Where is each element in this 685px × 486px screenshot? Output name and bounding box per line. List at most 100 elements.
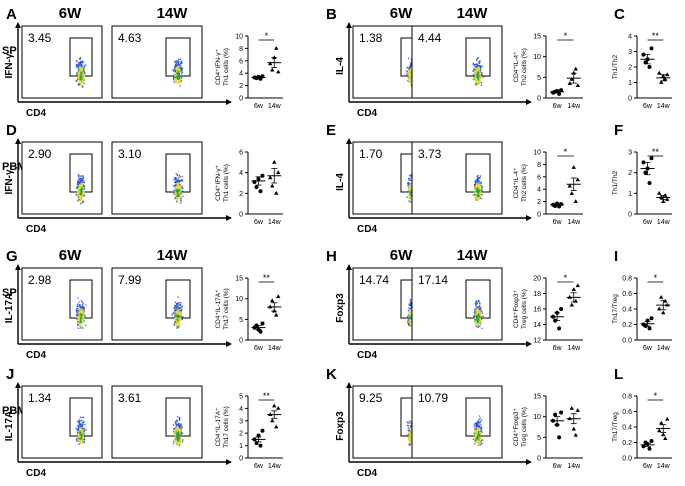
x-tick-label: 14w: [657, 219, 671, 226]
data-point-14w: [665, 197, 670, 201]
y-axis-label: Th17 cells (%): [223, 288, 230, 330]
cell-event: [81, 317, 85, 321]
panel-letter: E: [326, 122, 336, 139]
cell-event: [75, 186, 78, 189]
cell-event: [77, 323, 79, 326]
cell-event: [480, 197, 483, 200]
cell-event: [475, 427, 477, 430]
y-tick-label: 5: [239, 394, 243, 401]
cell-event: [174, 321, 176, 323]
arrowhead: [226, 215, 232, 221]
cell-event: [84, 324, 87, 327]
cell-event: [408, 67, 411, 69]
cell-event: [477, 178, 479, 180]
data-point-6w: [647, 65, 652, 69]
y-tick-label: 0: [537, 212, 541, 219]
cell-event: [176, 304, 179, 306]
cell-event: [179, 65, 182, 67]
cell-event: [79, 196, 83, 200]
cell-event: [477, 318, 480, 322]
cell-event: [474, 69, 478, 73]
y-tick-label: 0.6: [622, 409, 632, 416]
data-point-14w: [571, 287, 576, 292]
cell-event: [76, 420, 79, 423]
group-header-6w: 6W: [59, 247, 82, 264]
panel-letter: D: [6, 122, 17, 139]
y-tick-label: 1: [628, 191, 632, 198]
cell-event: [480, 427, 482, 429]
cell-event: [75, 60, 78, 62]
flow-y-label: IL-4: [335, 57, 346, 75]
cell-event: [479, 417, 481, 420]
y-tick-label: 0.6: [622, 291, 632, 298]
cell-event: [175, 183, 177, 186]
cell-event: [78, 437, 82, 440]
arrowhead: [226, 341, 232, 347]
significance-marker: **: [652, 147, 660, 157]
cell-event: [180, 68, 183, 71]
cell-event: [76, 303, 79, 306]
cell-event: [478, 187, 482, 191]
cell-event: [472, 73, 475, 76]
flow-plot: 10.79: [411, 385, 503, 459]
y-axis-label: Th2 cells (%): [521, 164, 528, 202]
dot-plot: 0 2 4 6 8 10 CD4⁺IFN-γ⁺ Th1 cells (%) 6w 14w *: [215, 31, 283, 110]
cell-event: [475, 59, 478, 62]
arrowhead: [346, 22, 352, 28]
cell-event: [177, 326, 180, 328]
cell-event: [77, 175, 80, 177]
cell-event: [178, 80, 181, 83]
cell-event: [481, 327, 483, 330]
cell-event: [82, 179, 85, 182]
cell-event: [174, 78, 177, 81]
cell-event: [473, 425, 475, 428]
data-point-14w: [573, 432, 578, 437]
cell-event: [83, 310, 86, 312]
y-tick-label: 3: [628, 150, 632, 157]
y-axis-label: CD4⁺IL-17A⁺: [215, 289, 222, 329]
cell-event: [78, 426, 80, 428]
y-axis-label: CD4⁺IL-4⁺: [513, 51, 520, 83]
cell-event: [480, 316, 483, 319]
cell-event: [77, 68, 80, 71]
cell-event: [482, 315, 485, 318]
cell-event: [406, 315, 409, 318]
panel-letter: C: [614, 6, 625, 23]
cell-event: [407, 57, 410, 60]
gate-percentage: 2.90: [28, 147, 52, 161]
panel-letter: A: [6, 6, 17, 23]
data-point-6w: [641, 52, 646, 57]
cell-event: [179, 426, 181, 429]
data-point-6w: [649, 156, 654, 161]
cell-event: [81, 427, 84, 430]
cell-event: [81, 311, 85, 315]
cell-event: [410, 425, 412, 428]
dot-plot: 0 5 10 15 CD4⁺Foxp3⁺ Treg cells (%) 6w 14w: [513, 394, 583, 470]
cell-event: [181, 440, 184, 443]
cell-event: [80, 422, 82, 425]
x-tick-label: 6w: [643, 345, 653, 352]
cell-event: [479, 69, 482, 72]
cell-event: [175, 323, 179, 327]
cell-event: [180, 191, 183, 193]
data-point-14w: [274, 424, 279, 429]
y-tick-label: 6: [537, 174, 541, 181]
data-point-14w: [571, 70, 576, 75]
cell-event: [82, 61, 84, 63]
dot-plot: 12 14 16 18 20 CD4⁺Foxp3⁺ Treg cells (%) 6w 14w *: [513, 273, 583, 352]
cell-event: [475, 181, 477, 183]
y-tick-label: 0: [239, 338, 243, 345]
cell-event: [407, 321, 409, 323]
cell-event: [76, 72, 78, 74]
gate-percentage: 1.70: [359, 147, 383, 161]
data-point-6w: [260, 321, 265, 326]
cell-event: [177, 197, 181, 200]
cell-event: [83, 429, 86, 432]
cell-event: [408, 200, 411, 202]
cell-event: [174, 306, 176, 308]
cell-event: [410, 304, 412, 307]
cell-event: [478, 305, 481, 307]
cell-event: [478, 77, 482, 80]
cell-event: [181, 77, 183, 79]
cell-event: [173, 189, 175, 191]
